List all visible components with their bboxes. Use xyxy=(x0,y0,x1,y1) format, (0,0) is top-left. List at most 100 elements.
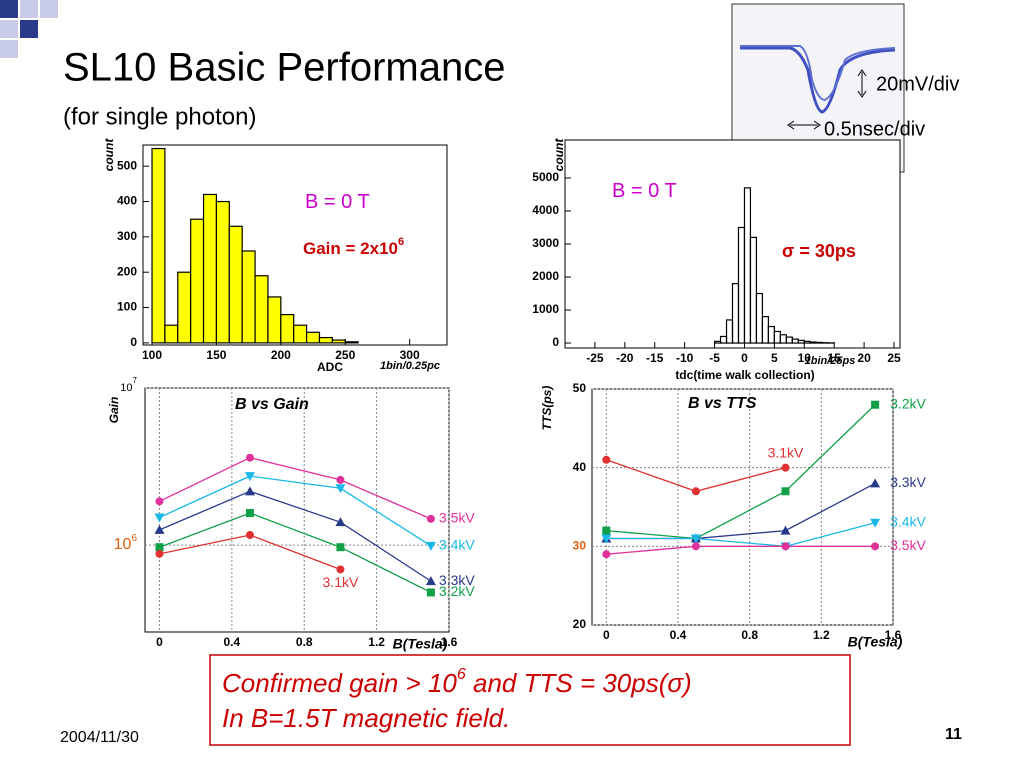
marker xyxy=(425,541,436,551)
series-line xyxy=(606,545,876,555)
y-tick-label: 4000 xyxy=(532,203,559,217)
histogram-bar xyxy=(254,275,269,344)
histogram-bar xyxy=(177,271,192,344)
histogram-bar xyxy=(331,339,346,344)
series-label: 3.3kV xyxy=(439,572,475,588)
scope-label: 20mV/div xyxy=(876,73,959,95)
y-tick-label: 300 xyxy=(117,229,137,243)
marker xyxy=(781,487,790,496)
x-tick-label: 15 xyxy=(828,351,842,365)
scope-label: 0.5nsec/div xyxy=(824,118,925,140)
x-axis-label: B(Tesla) xyxy=(848,634,903,650)
y-tick-label: 400 xyxy=(117,194,137,208)
y-tick-label: 0 xyxy=(130,335,137,349)
histogram-bar xyxy=(749,236,758,344)
x-tick-label: 0.4 xyxy=(670,628,687,642)
x-axis-label: B(Tesla) xyxy=(393,636,448,652)
marker xyxy=(871,400,880,409)
histogram-bar xyxy=(305,331,321,344)
series-label: 3.3kV xyxy=(890,474,926,490)
histogram-bar xyxy=(164,324,179,344)
x-tick-label: 0.8 xyxy=(296,635,313,649)
histogram-bar xyxy=(241,250,256,344)
marker xyxy=(336,475,345,484)
x-tick-label: 1.2 xyxy=(368,635,385,649)
annotation-text: σ = 30ps xyxy=(782,241,856,261)
series-line xyxy=(159,512,432,594)
slide-subtitle: (for single photon) xyxy=(63,103,256,130)
y-tick-label: 30 xyxy=(573,539,587,553)
histogram-bar xyxy=(809,341,817,344)
chart-title: B vs Gain xyxy=(235,396,309,413)
marker xyxy=(245,509,254,518)
series-label: 3.5kV xyxy=(439,510,475,526)
y-tick-label: 100 xyxy=(117,300,137,314)
histogram-bar xyxy=(280,314,295,344)
marker xyxy=(601,534,612,544)
x-tick-label: 1.6 xyxy=(885,628,902,642)
series-line xyxy=(159,490,432,582)
marker xyxy=(336,565,345,574)
marker xyxy=(426,588,435,597)
marker xyxy=(780,525,791,535)
x-tick-label: 0.8 xyxy=(741,628,758,642)
histogram-bar xyxy=(318,336,333,344)
series-line xyxy=(606,404,876,540)
x-tick-label: 1.2 xyxy=(813,628,830,642)
tick-base: 10 xyxy=(114,536,132,553)
tick-sup: 7 xyxy=(133,376,138,385)
x-tick-label: -10 xyxy=(676,351,694,365)
histogram-bar xyxy=(228,225,243,344)
y-tick-label: 1000 xyxy=(532,302,559,316)
marker xyxy=(155,497,164,506)
marker xyxy=(154,524,165,534)
series-label: 3.2kV xyxy=(890,395,926,411)
y-axis-label: Gain xyxy=(107,397,121,424)
annotation-text: Gain = 2x10 xyxy=(303,239,398,258)
marker xyxy=(871,542,880,551)
annotation: B = 0 T xyxy=(305,191,370,213)
x-tick-label: 0 xyxy=(156,635,163,649)
histogram-bar xyxy=(815,341,823,344)
chart-title: B vs TTS xyxy=(688,395,757,412)
x-tick-label: 20 xyxy=(857,351,871,365)
marker xyxy=(155,549,164,558)
series-label: 3.2kV xyxy=(439,583,475,599)
x-tick-label: -15 xyxy=(646,351,664,365)
annotation-sup: 6 xyxy=(398,236,404,248)
x-tick-label: 0 xyxy=(741,351,748,365)
tick-base: 10 xyxy=(120,382,132,394)
series-line xyxy=(159,457,432,520)
slide-title: SL10 Basic Performance xyxy=(63,46,505,90)
marker xyxy=(245,531,254,540)
y-axis-label: TTS(ps) xyxy=(540,386,554,431)
axis-note: 1bin/25ps xyxy=(805,355,856,367)
marker xyxy=(602,526,611,535)
x-tick-label: 0 xyxy=(603,628,610,642)
histogram-bar xyxy=(151,147,166,344)
series-label: 3.5kV xyxy=(890,537,926,553)
histogram-bar xyxy=(293,324,308,344)
x-tick-label: 150 xyxy=(206,348,226,362)
x-tick-label: -25 xyxy=(586,351,604,365)
annotation-text: B = 0 T xyxy=(305,191,370,213)
y-tick-label: 200 xyxy=(117,264,137,278)
x-tick-label: 1.6 xyxy=(441,635,458,649)
marker xyxy=(244,486,255,496)
series-label: 3.1kV xyxy=(323,574,359,590)
series-label: 3.4kV xyxy=(890,513,926,529)
series-line xyxy=(606,522,876,547)
histogram-bar xyxy=(202,193,218,344)
x-tick-label: -20 xyxy=(616,351,634,365)
y-axis-label: count xyxy=(552,138,566,172)
y-tick-label: 20 xyxy=(573,617,587,631)
axis-note: 1bin/0.25pc xyxy=(380,360,440,372)
marker xyxy=(245,453,254,462)
marker xyxy=(154,513,165,523)
y-tick-label: 0 xyxy=(552,335,559,349)
x-tick-label: 250 xyxy=(335,348,355,362)
marker xyxy=(691,542,700,551)
annotation: Gain = 2x106 xyxy=(303,236,404,259)
series-label: 3.1kV xyxy=(768,444,804,460)
tick-sup: 6 xyxy=(131,533,137,544)
